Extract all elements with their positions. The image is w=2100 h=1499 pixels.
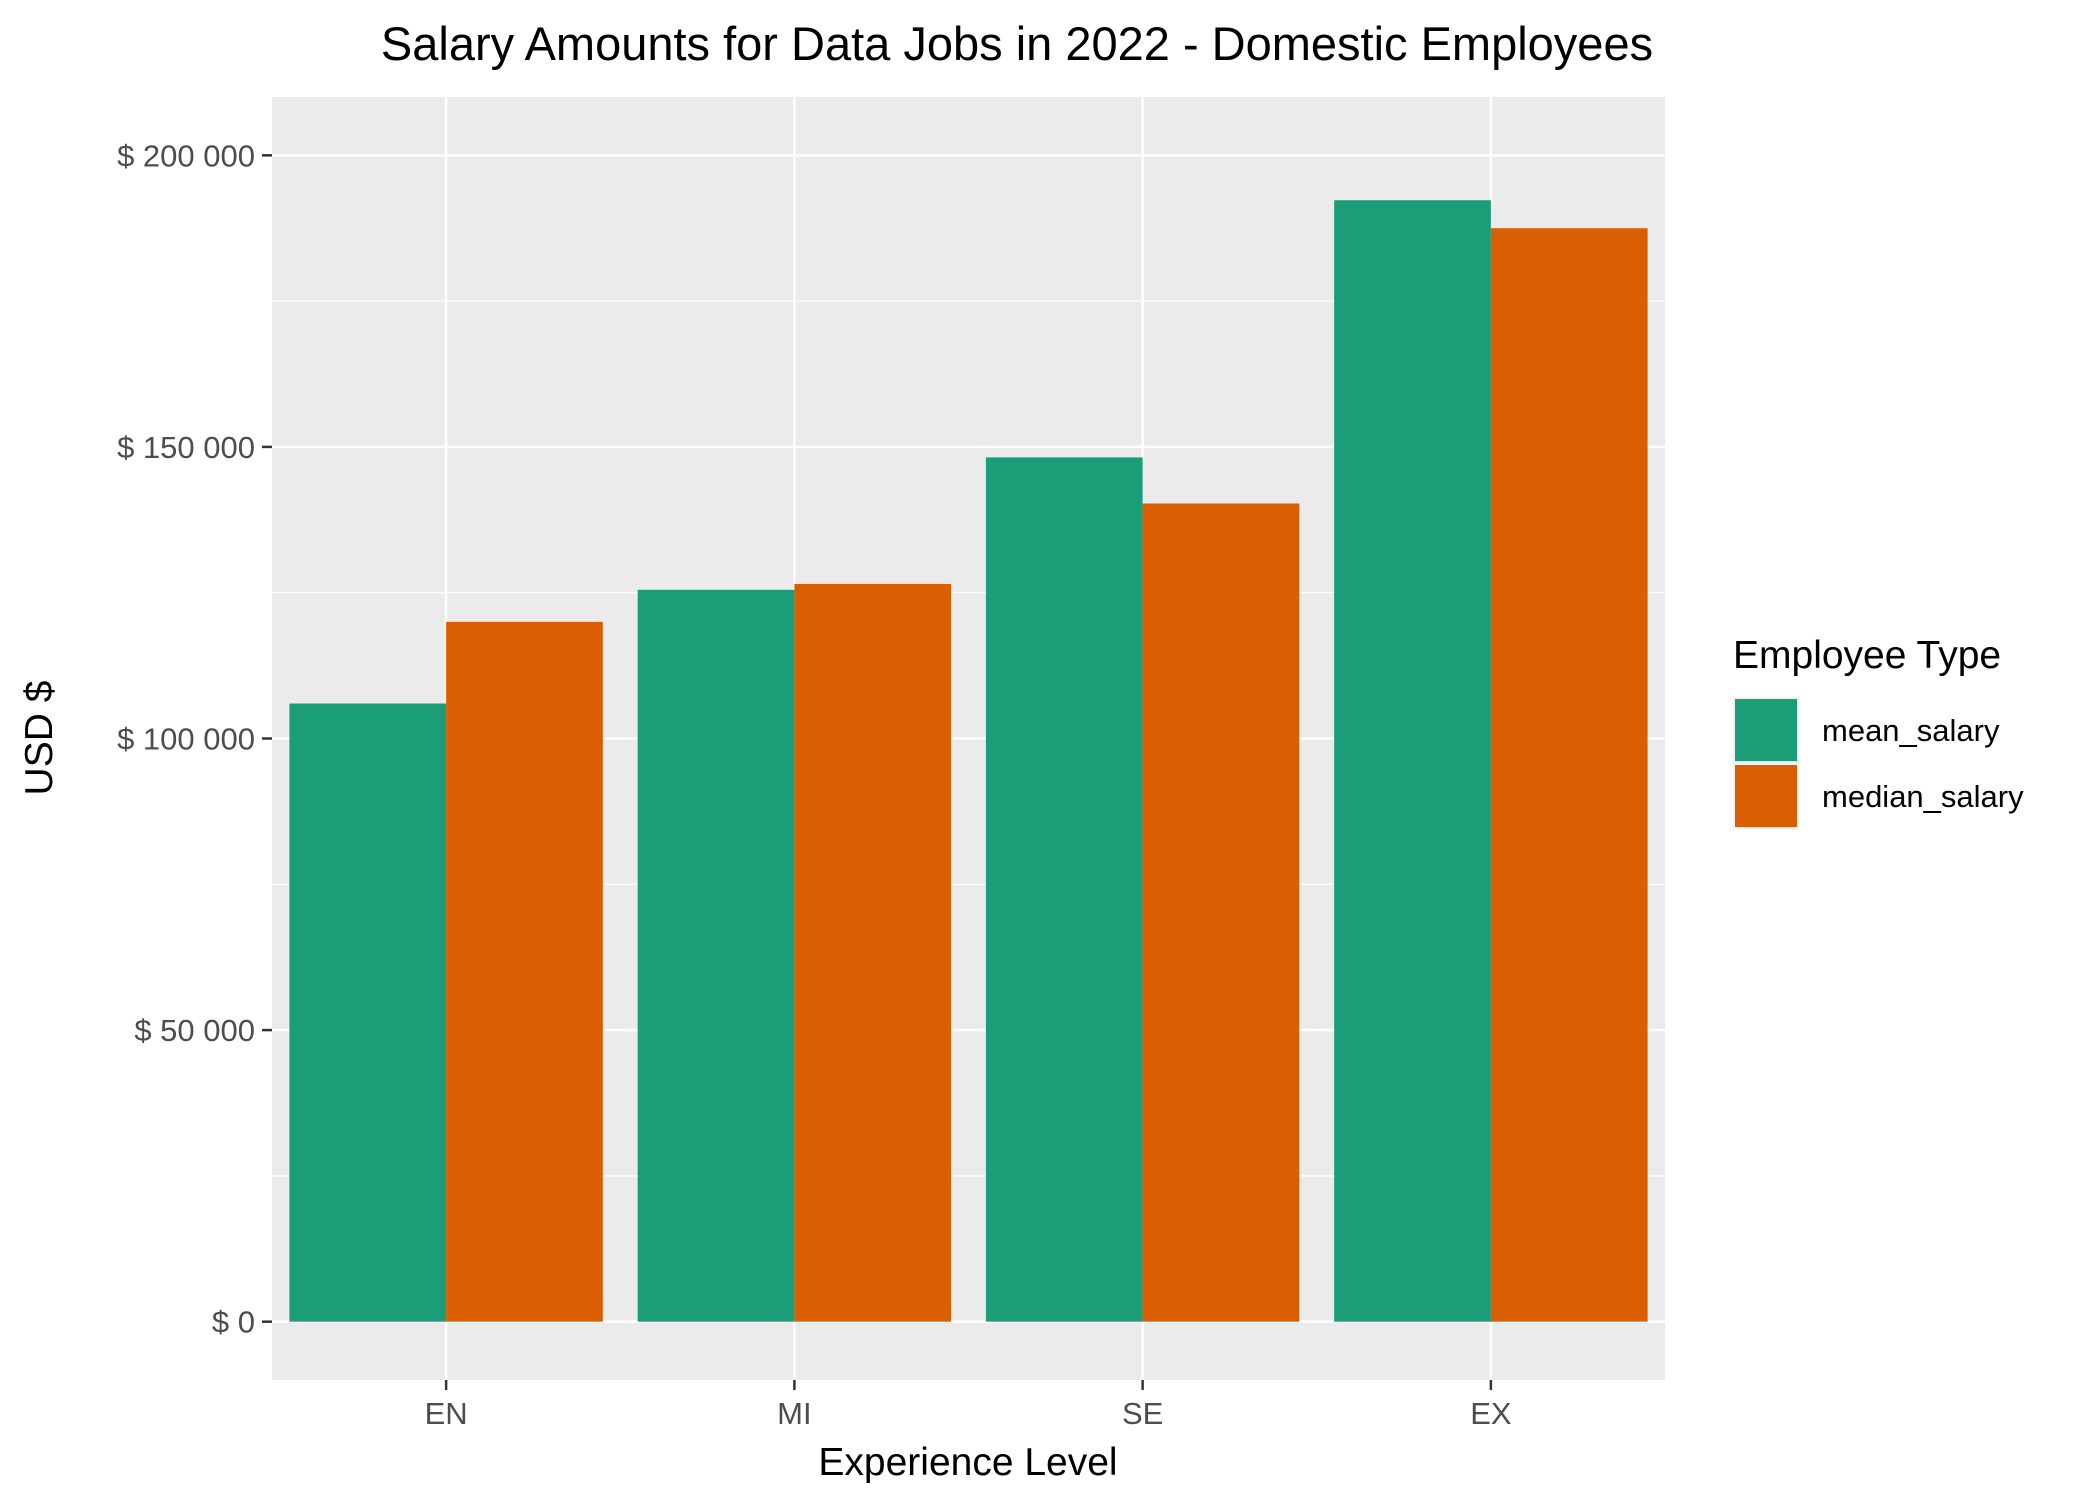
legend-swatch-median_salary	[1735, 765, 1797, 827]
y-tick-label: $ 100 000	[117, 722, 255, 757]
legend-swatch-mean_salary	[1735, 699, 1797, 761]
bar-median_salary-SE	[1142, 503, 1300, 1322]
legend: Employee Type mean_salary median_salary	[1733, 634, 2024, 829]
bar-mean_salary-SE	[985, 457, 1143, 1322]
x-tick-label-MI: MI	[777, 1396, 811, 1431]
x-axis: EN MI SE EX	[425, 1380, 1512, 1431]
legend-title: Employee Type	[1733, 634, 2001, 677]
y-axis-title: USD $	[18, 680, 61, 795]
bar-median_salary-EN	[446, 621, 603, 1322]
bar-median_salary-EX	[1490, 228, 1648, 1322]
y-axis: $ 0 $ 50 000 $ 100 000 $ 150 000 $ 200 000	[117, 138, 272, 1340]
bars-group	[289, 200, 1648, 1322]
y-tick-label: $ 200 000	[117, 138, 255, 173]
x-tick-label-EX: EX	[1470, 1396, 1512, 1431]
x-tick-label-EN: EN	[425, 1396, 468, 1431]
x-axis-title: Experience Level	[818, 1441, 1117, 1484]
bar-mean_salary-EN	[289, 703, 447, 1322]
bar-median_salary-MI	[794, 583, 952, 1322]
chart-title: Salary Amounts for Data Jobs in 2022 - D…	[381, 17, 1653, 70]
x-tick-label-SE: SE	[1122, 1396, 1163, 1431]
bar-mean_salary-EX	[1334, 200, 1491, 1322]
legend-label-median_salary: median_salary	[1822, 779, 2024, 814]
y-tick-label: $ 0	[212, 1305, 255, 1340]
bar-mean_salary-MI	[637, 589, 795, 1322]
y-tick-label: $ 50 000	[134, 1013, 255, 1048]
y-tick-label: $ 150 000	[117, 430, 255, 465]
legend-label-mean_salary: mean_salary	[1822, 713, 2000, 748]
